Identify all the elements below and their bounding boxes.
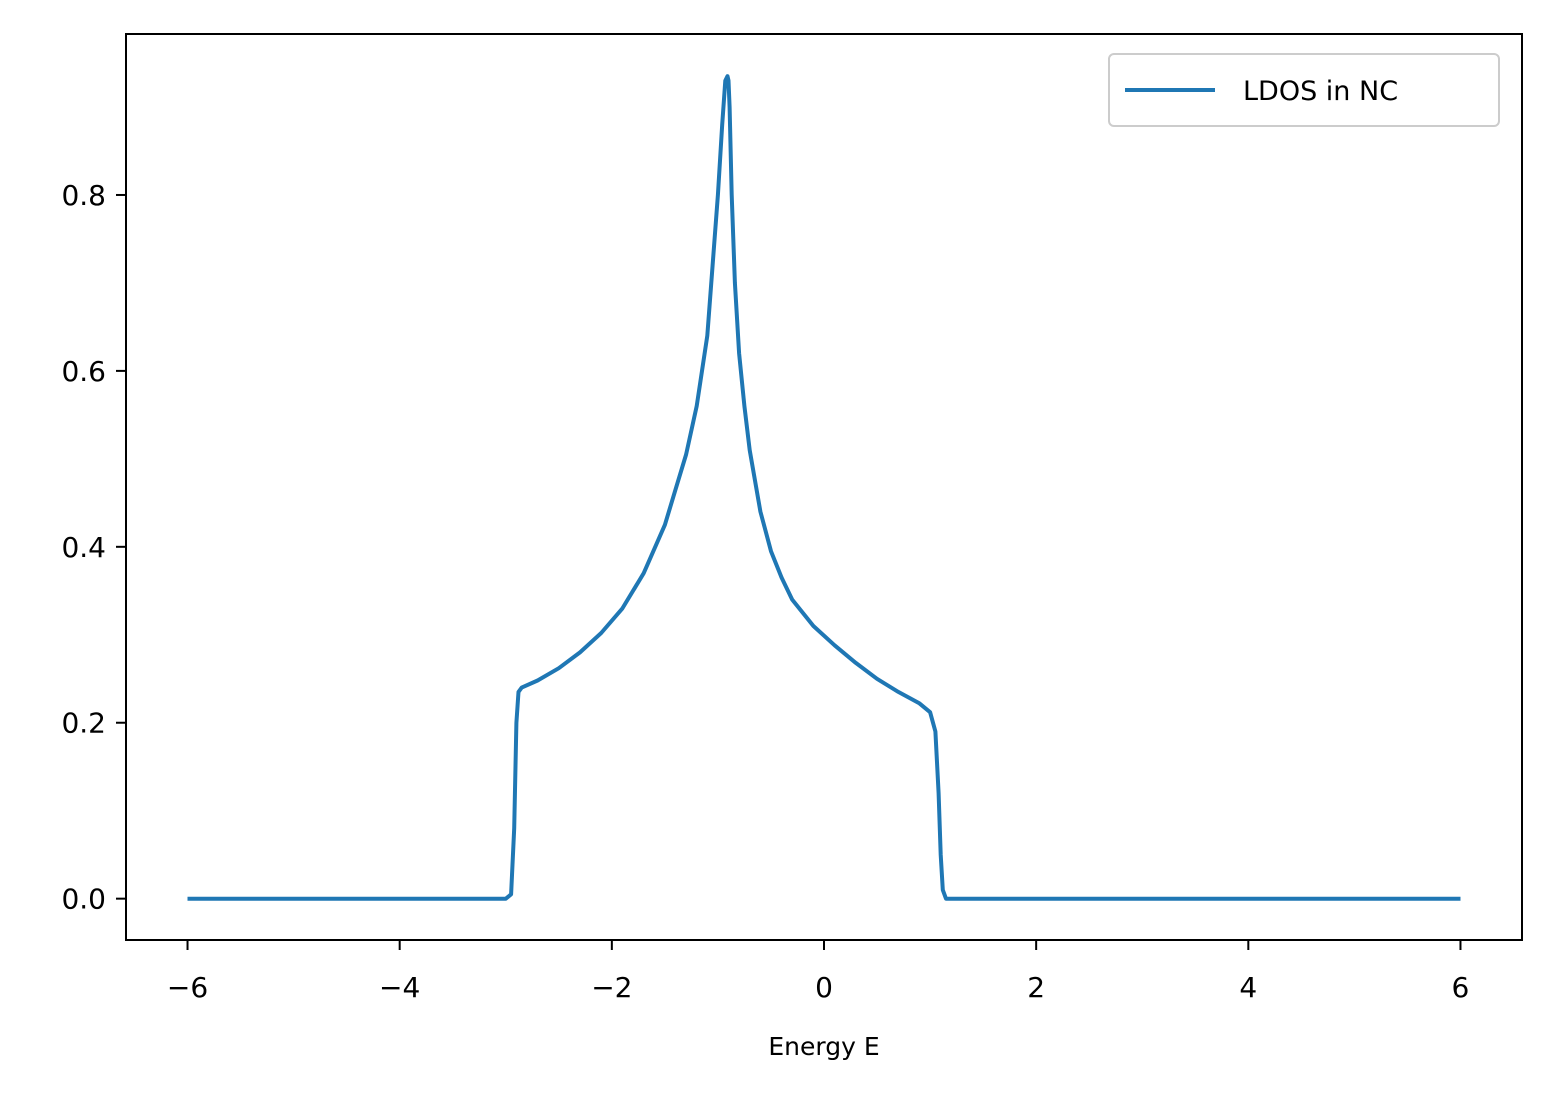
legend: LDOS in NC <box>1108 53 1500 127</box>
x-tick-label: 0 <box>815 971 833 1004</box>
legend-frame <box>1108 53 1500 127</box>
legend-label-ldos-in-nc: LDOS in NC <box>1243 76 1398 107</box>
x-axis-label: Energy E <box>768 1032 879 1061</box>
y-tick-label: 0.6 <box>61 355 106 388</box>
y-tick-label: 0.0 <box>61 883 106 916</box>
series-line-0 <box>187 74 1461 901</box>
x-tick-label: −4 <box>379 971 420 1004</box>
x-tick-label: −2 <box>591 971 632 1004</box>
plot-layer <box>187 74 1461 901</box>
x-tick-label: 4 <box>1239 971 1257 1004</box>
y-axis-ticks: 0.0 0.2 0.4 0.6 0.8 <box>61 179 126 916</box>
y-tick-label: 0.2 <box>61 707 106 740</box>
x-tick-label: 6 <box>1452 971 1470 1004</box>
y-tick-label: 0.4 <box>61 531 106 564</box>
x-tick-label: −6 <box>167 971 208 1004</box>
x-axis-ticks: −6 −4 −2 0 2 4 6 <box>167 940 1470 1004</box>
y-tick-label: 0.8 <box>61 179 106 212</box>
x-tick-label: 2 <box>1027 971 1045 1004</box>
